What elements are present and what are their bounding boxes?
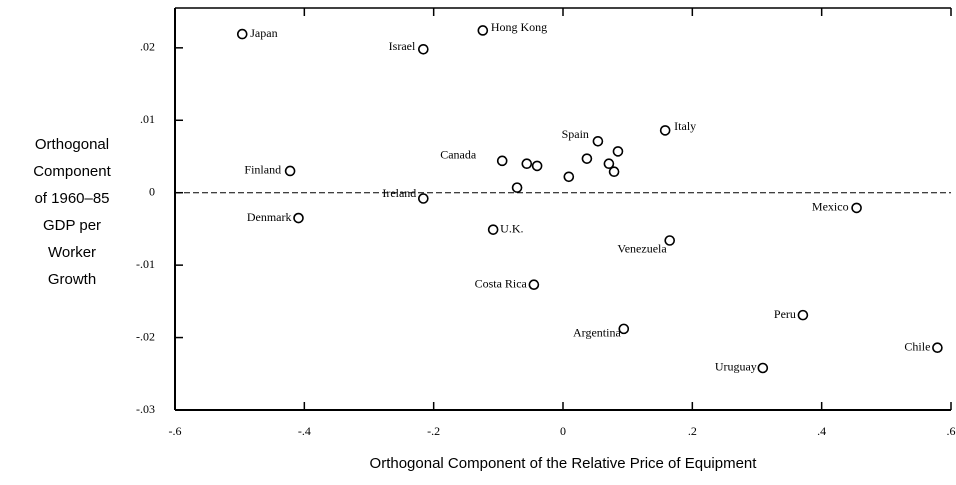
point <box>496 155 508 167</box>
x-tick-label: .6 <box>947 424 956 438</box>
point <box>618 323 630 335</box>
point-label: Denmark <box>247 210 292 224</box>
y-tick-label: .02 <box>140 40 155 54</box>
point <box>563 171 575 183</box>
point <box>757 362 769 374</box>
point <box>932 342 943 354</box>
point <box>581 153 593 164</box>
point-label: Chile <box>904 339 930 353</box>
point <box>418 43 429 55</box>
y-tick-label: -.03 <box>136 402 155 416</box>
point <box>592 135 604 147</box>
y-axis-label: Worker <box>48 244 96 261</box>
point <box>608 166 620 177</box>
x-tick-label: .4 <box>817 424 826 438</box>
y-tick-label: -.02 <box>136 329 155 343</box>
x-tick-label: .2 <box>688 424 697 438</box>
point <box>612 146 624 157</box>
y-axis-label: Growth <box>48 271 96 288</box>
y-axis-label: Orthogonal <box>35 136 109 153</box>
point-label: Italy <box>674 119 696 133</box>
point-label: Israel <box>389 39 416 53</box>
x-tick-label: -.2 <box>427 424 440 438</box>
point <box>531 160 543 172</box>
point <box>418 193 429 204</box>
point <box>603 158 615 170</box>
point-label: Venezuela <box>617 241 667 255</box>
point <box>528 279 540 290</box>
point-label: Peru <box>774 307 796 321</box>
point-label: Japan <box>250 26 277 40</box>
point-label: Uruguay <box>715 360 757 374</box>
point-label: Ireland <box>382 186 416 200</box>
point-label: Mexico <box>812 200 849 214</box>
point-label: Canada <box>440 148 477 162</box>
point <box>284 165 296 177</box>
x-tick-label: -.6 <box>169 424 182 438</box>
point-label: Hong Kong <box>491 20 547 34</box>
point <box>236 28 248 40</box>
point <box>511 182 523 193</box>
y-tick-label: .01 <box>140 112 155 126</box>
y-axis-label: of 1960–85 <box>34 190 109 207</box>
x-tick-label: -.4 <box>298 424 311 438</box>
y-axis-label: GDP per <box>43 217 101 234</box>
x-axis-label: Orthogonal Component of the Relative Pri… <box>370 455 758 472</box>
point <box>521 158 533 170</box>
y-tick-label: -.01 <box>136 257 155 271</box>
point <box>659 125 671 136</box>
point <box>851 202 862 214</box>
point <box>797 309 809 321</box>
point <box>487 224 499 235</box>
point <box>293 212 304 224</box>
y-tick-label: 0 <box>149 184 155 198</box>
point <box>664 235 676 246</box>
y-axis-label: Component <box>33 163 111 180</box>
point-label: Argentina <box>573 326 621 340</box>
point <box>477 25 489 36</box>
point-label: Spain <box>562 127 589 141</box>
x-tick-label: 0 <box>560 424 566 438</box>
point-label: Finland <box>244 163 281 177</box>
point-label: U.K. <box>500 221 523 235</box>
point-label: Costa Rica <box>475 276 528 290</box>
